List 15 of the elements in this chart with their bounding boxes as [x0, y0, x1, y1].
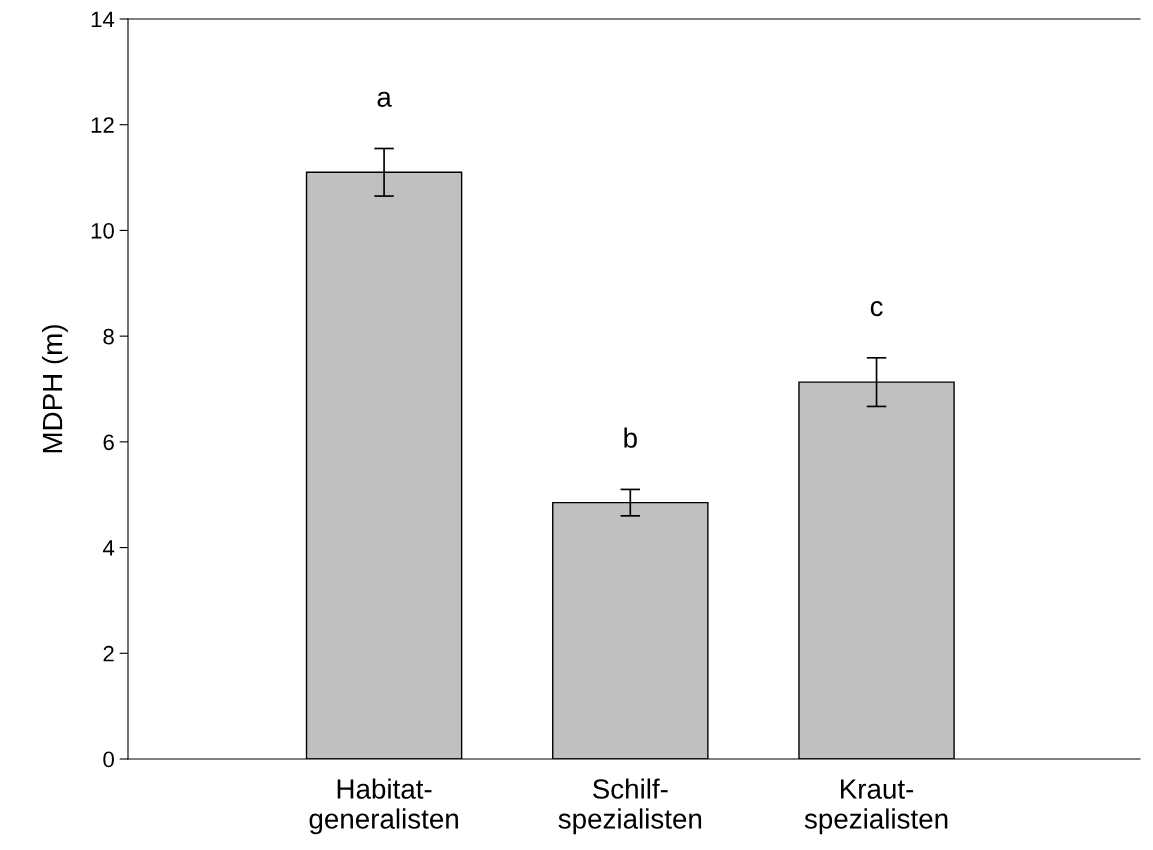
y-tick-label: 4	[102, 540, 115, 556]
annotation: c	[870, 300, 883, 317]
y-tick-label: 6	[103, 434, 114, 451]
x-tick-label: Kraut- spezialisten	[804, 779, 948, 835]
y-tick-label: 10	[91, 222, 114, 239]
y-tick-label: 2	[103, 645, 114, 662]
annotation: a	[377, 91, 392, 107]
y-tick-label: 8	[103, 328, 114, 345]
y-tick-label: 0	[103, 751, 114, 768]
x-tick-label: Schilf- spezialisten	[558, 778, 702, 835]
annotation: b	[624, 427, 637, 448]
y-axis-title: MDPH (m)	[41, 325, 68, 453]
x-tick-label: Habitat- generalisten	[309, 778, 458, 835]
y-tick-label: 14	[91, 11, 115, 28]
y-tick-label: 12	[91, 117, 114, 133]
